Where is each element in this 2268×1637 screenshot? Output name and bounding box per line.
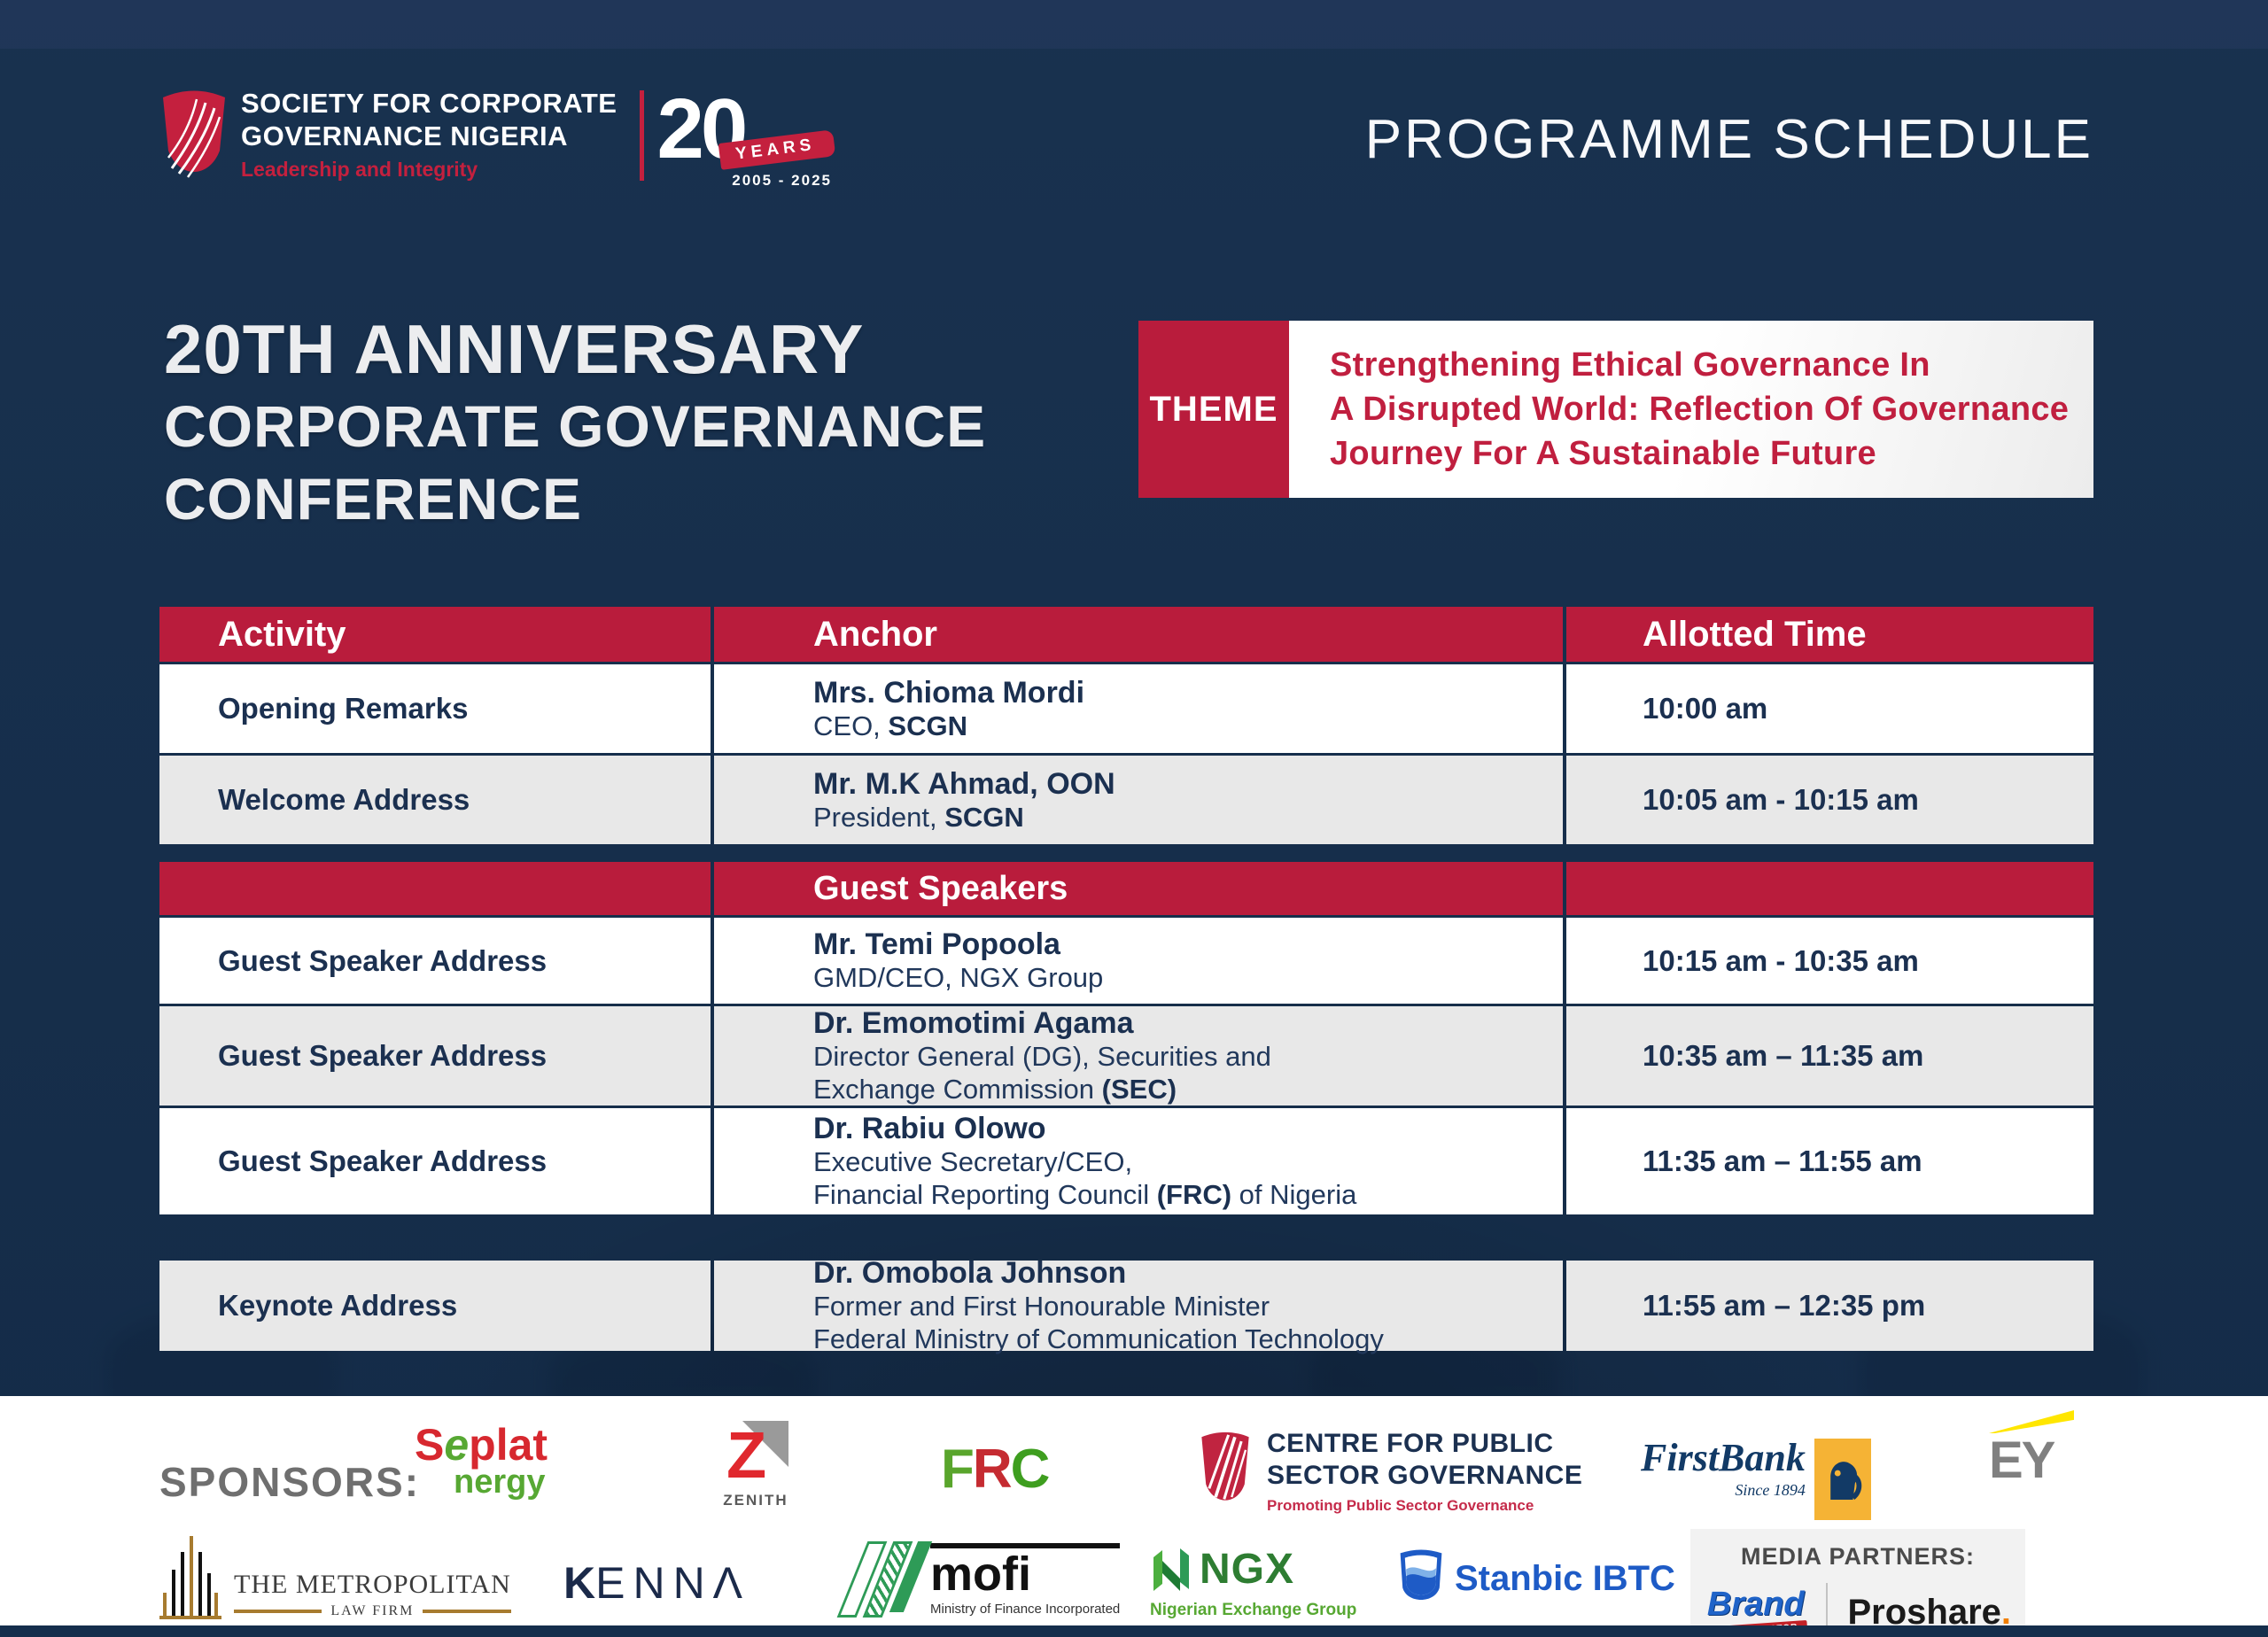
column-header-activity: Activity: [218, 614, 346, 654]
zenith-bank-logo: Z ZENITH: [723, 1418, 788, 1509]
schedule-row-welcome-address: Welcome Address Mr. M.K Ahmad, OON Presi…: [159, 756, 2093, 844]
anchor-role: GMD/CEO, NGX Group: [813, 962, 1104, 993]
anchor-name: Mr. Temi Popoola: [813, 927, 1060, 961]
anchor-name: Mr. M.K Ahmad, OON: [813, 766, 1115, 801]
activity-label: Keynote Address: [218, 1289, 458, 1322]
theme-label: THEME: [1138, 321, 1289, 498]
allotted-time: 10:15 am - 10:35 am: [1643, 943, 1919, 977]
background-top-band: [0, 0, 2268, 49]
activity-label: Guest Speaker Address: [218, 943, 548, 977]
sponsors-label: SPONSORS:: [159, 1459, 421, 1505]
conference-title-line2: CORPORATE GOVERNANCE: [164, 393, 987, 459]
anchor-role: Director General (DG), Securities and: [813, 1041, 1271, 1072]
anchor-role: Executive Secretary/CEO,: [813, 1146, 1133, 1177]
theme-box: THEME Strengthening Ethical Governance I…: [1138, 321, 2093, 498]
scgn-shield-icon: [163, 90, 225, 178]
theme-line1: Strengthening Ethical Governance In: [1330, 346, 1930, 384]
schedule-header-row: Activity Anchor Allotted Time: [159, 607, 2093, 662]
sponsors-bar: SPONSORS: Seplat nergy Z ZENITH FRC CENT…: [0, 1396, 2268, 1637]
ngx-n-icon: [1153, 1548, 1189, 1591]
stanbic-ibtc-logo: Stanbic IBTC: [1398, 1548, 1675, 1609]
anchor-role-2: Financial Reporting Council (FRC) of Nig…: [813, 1179, 1357, 1210]
anchor-name: Dr. Emomotimi Agama: [813, 1006, 1134, 1040]
allotted-time: 11:35 am – 11:55 am: [1643, 1144, 1922, 1177]
proshare-logo: Proshare.: [1847, 1592, 2012, 1632]
schedule-row-guest-speaker-2: Guest Speaker Address Dr. Emomotimi Agam…: [159, 1006, 2093, 1106]
kenna-logo: KENNΛ: [563, 1558, 751, 1608]
guest-speakers-title: Guest Speakers: [813, 869, 1068, 907]
media-partners-label: MEDIA PARTNERS:: [1741, 1543, 1975, 1570]
schedule-table: Activity Anchor Allotted Time Opening Re…: [159, 607, 2093, 1354]
anchor-name: Mrs. Chioma Mordi: [813, 675, 1085, 710]
anchor-role-2: Exchange Commission (SEC): [813, 1074, 1177, 1105]
mofi-stripes-icon: [836, 1541, 933, 1618]
ngx-logo: NGX Nigerian Exchange Group: [1150, 1546, 1357, 1619]
schedule-row-guest-speaker-3: Guest Speaker Address Dr. Rabiu Olowo Ex…: [159, 1108, 2093, 1214]
bottom-strip: [0, 1625, 2268, 1637]
activity-label: Guest Speaker Address: [218, 1039, 548, 1072]
org-name-line2: GOVERNANCE NIGERIA: [241, 120, 568, 151]
theme-line2: A Disrupted World: Reflection Of Governa…: [1330, 391, 2070, 428]
stanbic-shield-icon: [1400, 1549, 1442, 1601]
org-tagline: Leadership and Integrity: [241, 158, 478, 181]
column-header-time: Allotted Time: [1643, 614, 1867, 654]
guest-speakers-header-row: Guest Speakers: [159, 862, 2093, 915]
allotted-time: 10:35 am – 11:35 am: [1643, 1039, 1924, 1072]
activity-label: Welcome Address: [218, 783, 470, 816]
anchor-role: President, SCGN: [813, 801, 1024, 833]
cpsg-logo: CENTRE FOR PUBLIC SECTOR GOVERNANCE Prom…: [1198, 1428, 1582, 1515]
allotted-time: 10:05 am - 10:15 am: [1643, 783, 1919, 816]
brand-communicator-logo: Brand COMMUNICATOR: [1704, 1587, 1807, 1637]
scgn-logo: SOCIETY FOR CORPORATE GOVERNANCE NIGERIA…: [159, 87, 837, 191]
media-divider: [1826, 1583, 1829, 1637]
schedule-row-keynote: Keynote Address Dr. Omobola Johnson Form…: [159, 1256, 2093, 1354]
activity-label: Guest Speaker Address: [218, 1144, 548, 1177]
conference-title-line3: CONFERENCE: [164, 466, 583, 531]
theme-text: Strengthening Ethical Governance In A Di…: [1289, 321, 2093, 498]
schedule-row-guest-speaker-1: Guest Speaker Address Mr. Temi Popoola G…: [159, 918, 2093, 1004]
activity-label: Opening Remarks: [218, 692, 469, 725]
anchor-role: Former and First Honourable Minister: [813, 1291, 1270, 1322]
anchor-role: CEO, SCGN: [813, 710, 967, 741]
allotted-time: 11:55 am – 12:35 pm: [1643, 1289, 1926, 1322]
frc-logo: FRC: [941, 1439, 1050, 1500]
column-header-anchor: Anchor: [813, 614, 937, 654]
media-partners-box: MEDIA PARTNERS: Brand COMMUNICATOR Prosh…: [1690, 1529, 2025, 1637]
firstbank-logo: FirstBank Since 1894: [1641, 1439, 1871, 1520]
allotted-time: 10:00 am: [1643, 692, 1768, 725]
anniversary-range: 2005 - 2025: [732, 172, 832, 189]
conference-title: 20TH ANNIVERSARY CORPORATE GOVERNANCE CO…: [164, 308, 986, 535]
anchor-name: Dr. Omobola Johnson: [813, 1256, 1127, 1290]
org-name-line1: SOCIETY FOR CORPORATE: [241, 88, 617, 119]
conference-title-line1: 20TH ANNIVERSARY: [164, 310, 865, 388]
ey-logo: EY: [1989, 1410, 2074, 1486]
anchor-role-2: Federal Ministry of Communication Techno…: [813, 1323, 1384, 1354]
metropolitan-skyline-icon: [159, 1536, 221, 1619]
ey-beam-icon: [1989, 1410, 2074, 1433]
metropolitan-law-firm-logo: THE METROPOLITAN LAW FIRM: [158, 1534, 511, 1619]
schedule-row-opening-remarks: Opening Remarks Mrs. Chioma Mordi CEO, S…: [159, 664, 2093, 753]
seplat-energy-logo: Seplat nergy: [415, 1420, 548, 1501]
firstbank-elephant-icon: [1814, 1439, 1871, 1520]
theme-line3: Journey For A Sustainable Future: [1330, 435, 1876, 472]
logo-divider: [640, 90, 645, 181]
cpsg-shield-icon: [1201, 1431, 1249, 1501]
page-title: PROGRAMME SCHEDULE: [1364, 109, 2093, 170]
mofi-logo: mofi Ministry of Finance Incorporated: [836, 1541, 1121, 1618]
anchor-name: Dr. Rabiu Olowo: [813, 1112, 1046, 1145]
